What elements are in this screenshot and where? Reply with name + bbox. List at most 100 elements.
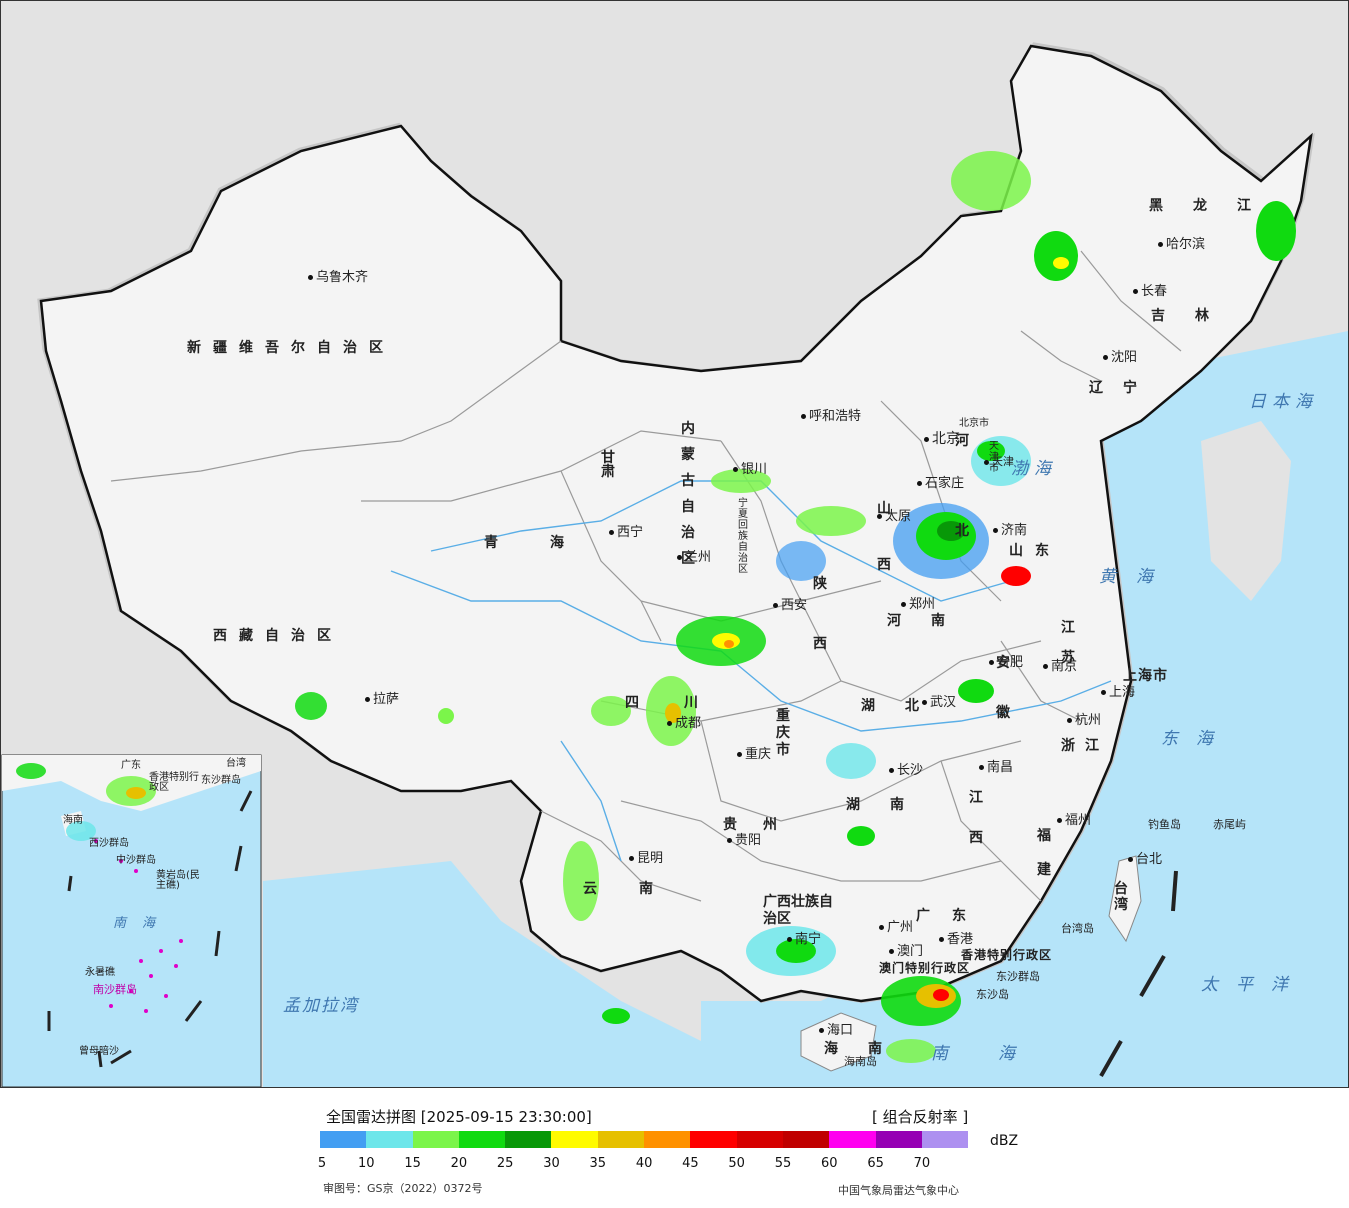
city-label-chongqing: 重庆 <box>737 748 771 761</box>
province-label-fujian: 福建 <box>1037 828 1051 878</box>
sea-label-bengal: 孟加拉湾 <box>283 996 359 1016</box>
city-label-shenyang: 沈阳 <box>1103 351 1137 364</box>
city-label-nanchang: 南昌 <box>979 761 1013 774</box>
scale-tick-label: 10 <box>358 1156 375 1171</box>
city-label-kunming: 昆明 <box>629 852 663 865</box>
city-label-macau: 澳门 <box>889 945 923 958</box>
inset-label-dongsha: 东沙群岛 <box>201 775 241 786</box>
inset-label-xisha: 西沙群岛 <box>89 838 129 849</box>
data-source: 中国气象局雷达气象中心 <box>838 1184 959 1197</box>
province-label-chongqing: 重庆市 <box>776 708 790 758</box>
color-swatch <box>829 1131 876 1148</box>
province-label-beijing: 北京市 <box>959 418 989 429</box>
city-label-harbin: 哈尔滨 <box>1158 238 1205 251</box>
sea-label-huanghai: 黄海 <box>1099 567 1173 587</box>
city-label-xian: 西安 <box>773 599 807 612</box>
city-label-changsha: 长沙 <box>889 764 923 777</box>
scale-tick-label: 60 <box>821 1156 838 1171</box>
island-label-diaoyu: 钓鱼岛 <box>1148 818 1181 831</box>
province-label-shanghai: 上海市 <box>1123 668 1168 684</box>
province-label-hainan: 海南 <box>824 1041 912 1057</box>
province-label-xinjiang: 新疆维吾尔自治区 <box>187 340 395 356</box>
island-label-taiwan: 台湾岛 <box>1061 922 1094 935</box>
province-label-hubei: 湖北 <box>861 698 949 714</box>
inset-label-zengmu: 曾母暗沙 <box>79 1046 119 1057</box>
province-label-sichuan: 四川 <box>625 695 743 711</box>
city-label-zhengzhou: 郑州 <box>901 598 935 611</box>
scale-tick-label: 50 <box>728 1156 745 1171</box>
province-label-hongkong: 香港特别行政区 <box>961 948 1053 962</box>
province-label-jilin: 吉林 <box>1151 308 1239 324</box>
province-label-jiangxi: 江西 <box>969 790 983 846</box>
scale-tick-label: 30 <box>543 1156 560 1171</box>
city-label-taipei: 台北 <box>1128 853 1162 866</box>
city-label-xining: 西宁 <box>609 526 643 539</box>
map-approval-number: 审图号：GS京（2022）0372号 <box>323 1182 483 1195</box>
city-label-wuhan: 武汉 <box>922 696 956 709</box>
scale-tick-label: 40 <box>635 1156 653 1171</box>
color-swatch <box>782 1131 830 1148</box>
color-scale-bar <box>320 1131 969 1148</box>
inset-label-guangdong: 广东 <box>121 760 141 771</box>
island-label-hainan: 海南岛 <box>844 1055 877 1068</box>
city-label-nanning: 南宁 <box>787 933 821 946</box>
city-label-lanzhou: 兰州 <box>677 551 711 564</box>
scale-tick-label: 35 <box>589 1156 607 1171</box>
bengal-sea-area <box>263 861 701 1087</box>
province-label-qinghai: 青海 <box>484 535 616 551</box>
city-label-changchun: 长春 <box>1133 285 1167 298</box>
province-label-gansu: 甘肃 <box>601 450 615 480</box>
inset-label-nansha: 南沙群岛 <box>93 983 137 996</box>
sea-label-nanhai: 南海 <box>931 1044 1065 1064</box>
color-swatch <box>320 1131 367 1148</box>
province-label-zhejiang: 浙江 <box>1061 738 1109 754</box>
scale-tick-label: 45 <box>682 1156 699 1171</box>
color-swatch <box>597 1131 645 1148</box>
scale-tick-label: 25 <box>496 1156 514 1171</box>
sea-label-donghai: 东海 <box>1161 729 1231 749</box>
inset-label-hainan: 海南 <box>63 815 83 826</box>
radar-map[interactable]: 新疆维吾尔自治区 西藏自治区 青海 甘肃 内蒙古自治区 黑龙江 吉林 辽宁 河北… <box>0 0 1349 1088</box>
inset-label-nanhai: 南海 <box>113 916 172 931</box>
inset-label-huangyan: 黄岩岛(民主礁) <box>156 870 200 891</box>
city-label-hohhot: 呼和浩特 <box>801 410 861 423</box>
city-label-urumqi: 乌鲁木齐 <box>308 271 368 284</box>
province-label-macau: 澳门特别行政区 <box>879 961 971 975</box>
city-label-tianjin: 天津 <box>984 456 1014 467</box>
scale-tick-label: 65 <box>867 1156 884 1171</box>
legend-product: [ 组合反射率 ] <box>872 1108 969 1126</box>
city-label-shanghai: 上海 <box>1101 686 1135 699</box>
sea-boundary-lines <box>1099 870 1178 1077</box>
legend-unit: dBZ <box>990 1133 1019 1149</box>
province-label-henan: 河南 <box>887 613 975 629</box>
legend-title: 全国雷达拼图 [2025-09-15 23:30:00] <box>326 1108 592 1126</box>
sea-label-bohai: 渤海 <box>1011 459 1057 479</box>
city-label-shijiazhuang: 石家庄 <box>917 477 964 490</box>
color-swatch <box>458 1131 506 1148</box>
province-label-liaoning: 辽宁 <box>1089 380 1157 396</box>
color-swatch <box>921 1131 969 1148</box>
legend-panel: 全国雷达拼图 [2025-09-15 23:30:00] [ 组合反射率 ] d… <box>0 1088 1349 1208</box>
city-label-hefei: 合肥 <box>989 656 1023 669</box>
radar-echoes <box>295 151 1296 1063</box>
inset-islands <box>94 839 183 1013</box>
inset-label-yongshu: 永暑礁 <box>85 967 115 978</box>
city-label-lhasa: 拉萨 <box>365 693 399 706</box>
province-label-neimenggu: 内蒙古自治区 <box>681 421 695 567</box>
color-swatch <box>736 1131 783 1148</box>
color-swatch <box>690 1131 737 1148</box>
east-sea-area <box>701 331 1348 1087</box>
color-swatch <box>644 1131 691 1148</box>
scale-tick-label: 55 <box>774 1156 792 1171</box>
color-swatch <box>505 1131 552 1148</box>
province-label-guangdong: 广东 <box>916 908 988 924</box>
island-label-chiwei: 赤尾屿 <box>1213 818 1246 831</box>
city-label-beijing: 北京 <box>924 432 960 446</box>
scale-tick-label: 70 <box>913 1156 931 1171</box>
island-label-dongsha-dao: 东沙岛 <box>976 988 1009 1001</box>
color-swatch <box>412 1131 459 1148</box>
province-label-guizhou: 贵州 <box>723 817 803 833</box>
city-label-hangzhou: 杭州 <box>1067 714 1101 727</box>
city-label-hongkong: 香港 <box>939 933 973 946</box>
province-label-hunan: 湖南 <box>846 797 934 813</box>
